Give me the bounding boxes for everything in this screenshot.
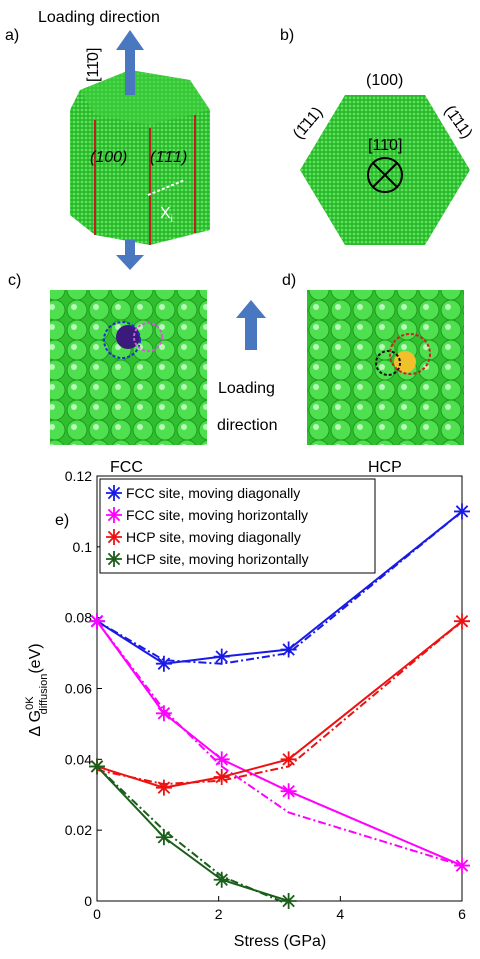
caption: HCP [368, 459, 402, 476]
x-axis-label: Stress (GPa) [234, 933, 326, 950]
fcc-image [50, 290, 207, 445]
legend-marker [106, 485, 122, 501]
y-label-sub: diffusion [38, 674, 50, 715]
hcp-image [307, 290, 464, 445]
figure: a) Loading direction [11̄0] (100) (1̄1̄1… [0, 0, 480, 954]
xi-sub: i [171, 214, 173, 225]
panel-a: a) Loading direction [11̄0] (100) (1̄1̄1… [5, 9, 210, 270]
label: c) [8, 272, 21, 289]
legend-label: FCC site, moving diagonally [126, 485, 300, 501]
data-point [281, 893, 297, 909]
y-tick-label: 0.1 [73, 539, 93, 555]
data-point [156, 780, 172, 796]
fit-line [97, 621, 462, 865]
label: a) [5, 27, 19, 44]
face-label: (100) [90, 149, 127, 166]
data-point [214, 649, 230, 665]
label: d) [282, 272, 296, 289]
data-point [156, 656, 172, 672]
panel-b: b) (100) (1̄11) (1̄11) [11̄0] [280, 27, 475, 245]
legend-label: FCC site, moving horizontally [126, 507, 308, 523]
fit-line [97, 621, 462, 784]
y-tick-label: 0 [84, 893, 92, 909]
data-point [281, 642, 297, 658]
y-tick-label: 0.12 [65, 468, 92, 484]
data-point [214, 769, 230, 785]
fit-line [97, 766, 289, 904]
data-point [214, 872, 230, 888]
loading-text: direction [217, 417, 277, 434]
data-point [281, 751, 297, 767]
legend-label: HCP site, moving diagonally [126, 529, 301, 545]
axis-label: [11̄0] [85, 48, 102, 82]
data-point [454, 858, 470, 874]
legend-marker [106, 529, 122, 545]
caption: FCC [110, 459, 143, 476]
y-tick-label: 0.04 [65, 751, 92, 767]
data-point [89, 613, 105, 629]
loading-text: Loading direction [38, 9, 160, 26]
y-label-unit: (eV) [27, 643, 44, 673]
data-point [454, 503, 470, 519]
data-point [156, 829, 172, 845]
legend-marker [106, 551, 122, 567]
legend-marker [106, 507, 122, 523]
y-label-sup: 0K [24, 696, 36, 710]
x-tick-label: 6 [458, 906, 466, 922]
y-tick-label: 0.06 [65, 681, 92, 697]
data-point [89, 758, 105, 774]
x-tick-label: 0 [93, 906, 101, 922]
y-tick-label: 0.02 [65, 822, 92, 838]
axis-label: [11̄0] [368, 137, 402, 154]
face-label: (1̄1̄1) [150, 149, 187, 166]
x-tick-label: 2 [215, 906, 223, 922]
loading-text: Loading [218, 380, 275, 397]
data-line [97, 621, 462, 787]
panel-label: e) [55, 512, 69, 529]
x-tick-label: 4 [336, 906, 344, 922]
panel-c: c) FCC [8, 272, 207, 476]
arrow-down [116, 240, 144, 270]
panel-d: d) HCP [282, 272, 464, 476]
xi: X [160, 205, 171, 222]
legend-label: HCP site, moving horizontally [126, 551, 309, 567]
y-tick-label: 0.08 [65, 610, 92, 626]
data-point [454, 613, 470, 629]
data-point [281, 783, 297, 799]
arrow-up [236, 300, 266, 350]
face-label: (100) [366, 72, 403, 89]
data-line [97, 621, 462, 865]
data-line [97, 766, 289, 901]
label: b) [280, 27, 294, 44]
